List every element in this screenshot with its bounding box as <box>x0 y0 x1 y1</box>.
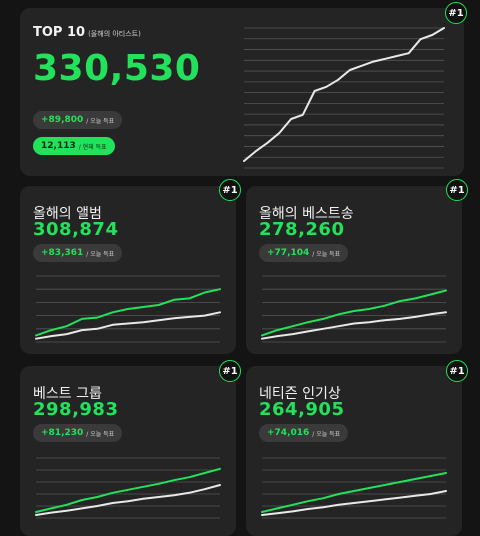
top10-card[interactable]: TOP 10 (올해의 아티스트) 330,530 +89,800/ 오늘 득표 … <box>20 8 464 176</box>
netizen-card[interactable]: 네티즌 인기상 264,905 +74,016/ 오늘 득표 <box>246 366 462 536</box>
top10-value: 330,530 <box>33 48 201 89</box>
bestsong-rank-badge: #1 <box>446 179 468 201</box>
netizen-rank-badge: #1 <box>446 360 468 382</box>
album-delta-pill: +83,361/ 오늘 득표 <box>33 244 123 262</box>
group-title: 베스트 그룹 <box>33 386 102 402</box>
top10-delta-pill: +89,800/ 오늘 득표 <box>33 111 123 129</box>
group-value: 298,983 <box>33 399 119 420</box>
series-line-green <box>35 288 221 337</box>
album-value: 308,874 <box>33 219 119 240</box>
netizen-line-chart <box>261 457 447 519</box>
bestsong-delta-pill: +77,104/ 오늘 득표 <box>259 244 349 262</box>
bestsong-title: 올해의 베스트송 <box>259 206 354 222</box>
series-line-white <box>35 484 221 516</box>
netizen-value: 264,905 <box>259 399 345 420</box>
group-delta-pill: +81,230/ 오늘 득표 <box>33 424 123 442</box>
series-line-white <box>261 490 447 516</box>
group-card[interactable]: 베스트 그룹 298,983 +81,230/ 오늘 득표 <box>20 366 236 536</box>
album-card[interactable]: 올해의 앨범 308,874 +83,361/ 오늘 득표 <box>20 186 236 354</box>
top10-title: TOP 10 (올해의 아티스트) <box>33 25 141 40</box>
top10-rank-badge: #1 <box>445 2 467 24</box>
album-title: 올해의 앨범 <box>33 206 102 222</box>
series-line-green <box>35 467 221 513</box>
top10-line-chart <box>243 27 445 169</box>
group-line-chart <box>35 457 221 519</box>
series-line-white <box>35 311 221 340</box>
series-line-green <box>261 289 447 337</box>
netizen-title: 네티즌 인기상 <box>259 386 341 402</box>
group-rank-badge: #1 <box>219 360 241 382</box>
series-line-white <box>261 311 447 340</box>
bestsong-line-chart <box>261 275 447 343</box>
series-line <box>243 27 445 162</box>
series-line-green <box>261 472 447 513</box>
album-rank-badge: #1 <box>219 179 241 201</box>
netizen-delta-pill: +74,016/ 오늘 득표 <box>259 424 349 442</box>
bestsong-value: 278,260 <box>259 219 345 240</box>
album-line-chart <box>35 275 221 343</box>
bestsong-card[interactable]: 올해의 베스트송 278,260 +77,104/ 오늘 득표 <box>246 186 462 354</box>
top10-current-pill[interactable]: 12,113/ 현재 득표 <box>33 137 115 155</box>
